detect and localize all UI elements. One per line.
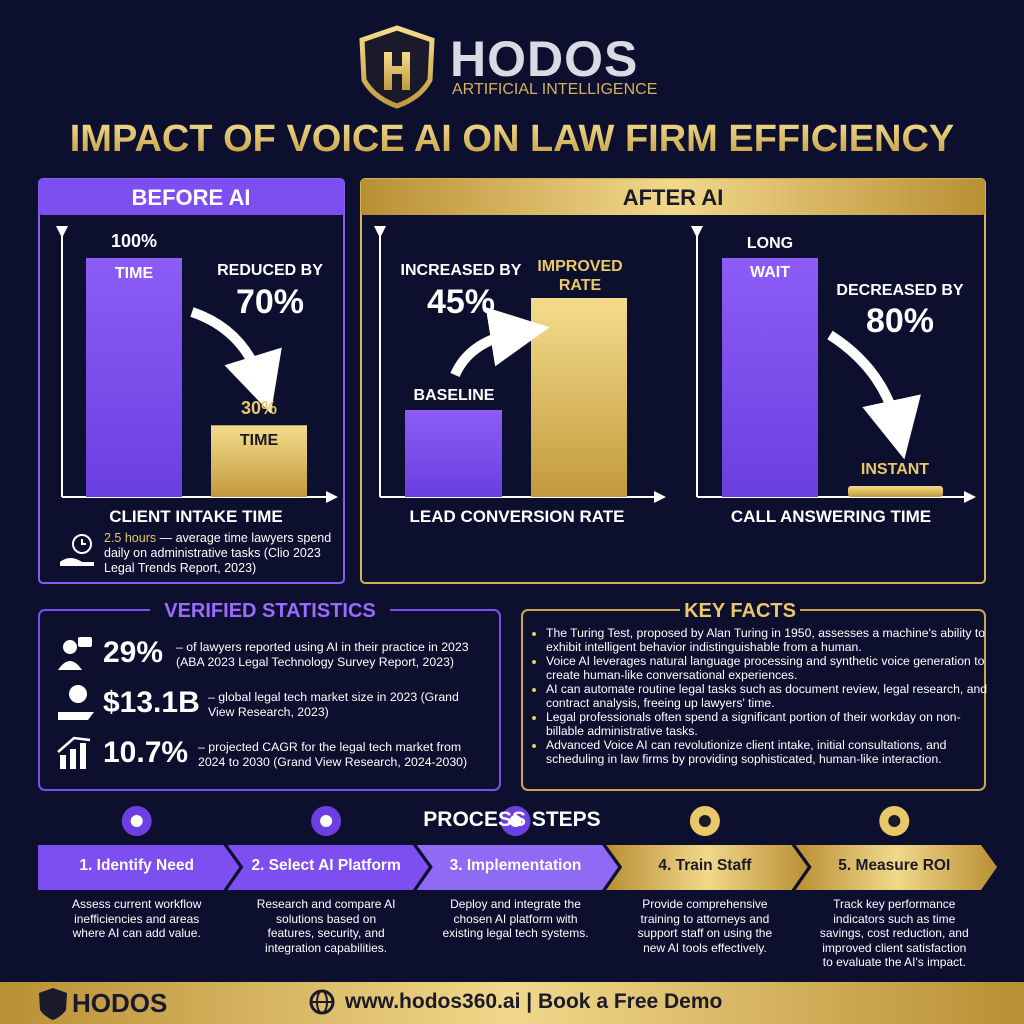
tagline: ARTIFICIAL INTELLIGENCE: [452, 81, 658, 98]
axis-label: CALL ANSWERING TIME: [730, 507, 932, 526]
globe-icon: [316, 990, 328, 1014]
step-chevron: [606, 845, 808, 890]
fact: The Turing Test, proposed by Alan Turing…: [546, 626, 996, 654]
step-title: 3. Implementation: [449, 857, 582, 874]
footer-brand: HODOS: [72, 988, 168, 1018]
improved-bar: [531, 298, 627, 497]
facts-list: The Turing Test, proposed by Alan Turing…: [530, 626, 996, 766]
logo-letter: [384, 52, 410, 90]
bar-value-label: 100%: [110, 231, 158, 251]
fact: Legal professionals often spend a signif…: [546, 710, 996, 738]
axis-label: LEAD CONVERSION RATE: [409, 507, 625, 526]
step-title: 1. Identify Need: [79, 857, 194, 874]
panel-heading: BEFORE AI: [131, 185, 251, 210]
footer-bar: [0, 982, 1024, 1024]
note-text: — average time lawyers spend daily on ad…: [104, 531, 332, 575]
step-icon-dot: [509, 815, 522, 827]
bar-label: BASELINE: [413, 387, 495, 404]
bar: [211, 425, 307, 497]
step-description: Provide comprehensive training to attorn…: [637, 897, 773, 955]
step-title: 5. Measure ROI: [838, 857, 951, 874]
step-chevron: [795, 845, 997, 890]
main-title: IMPACT OF VOICE AI ON LAW FIRM EFFICIENC…: [69, 118, 955, 160]
change-value: 80%: [865, 302, 935, 340]
change-label: REDUCED BY: [217, 262, 323, 279]
footer-logo: [39, 988, 67, 1020]
step-title: 2. Select AI Platform: [251, 857, 401, 874]
step-icon-dot: [130, 815, 143, 827]
step-icon-dot: [698, 815, 711, 827]
step-description: Research and compare AI solutions based …: [256, 897, 396, 955]
bar-label: TIME: [239, 432, 279, 450]
brand: HODOS: [450, 31, 639, 87]
stats-title-bg: [150, 600, 390, 622]
panel-heading: AFTER AI: [622, 185, 724, 210]
bar: [86, 258, 182, 497]
axis-label: CLIENT INTAKE TIME: [109, 507, 283, 526]
bar-label: TIME: [114, 265, 154, 282]
step-icon-dot: [888, 815, 901, 827]
process-title: PROCESS STEPS: [423, 808, 601, 831]
footer-cta[interactable]: www.hodos360.ai | Book a Free Demo: [345, 990, 723, 1013]
bar-label: LONG: [746, 235, 794, 252]
note: 2.5 hours — average time lawyers spend d…: [104, 531, 334, 576]
change-label: DECREASED BY: [836, 282, 964, 299]
note-icon: [60, 534, 94, 566]
after-header: [361, 179, 985, 215]
facts-title-bg: [680, 600, 800, 622]
step-chevron: [416, 845, 619, 890]
baseline-bar: [405, 410, 502, 497]
step-title: 4. Train Staff: [658, 857, 752, 874]
fact: AI can automate routine legal tasks such…: [546, 682, 996, 710]
instant-bar: [848, 486, 943, 497]
facts-title: KEY FACTS: [684, 600, 796, 622]
stat-text: – projected CAGR for the legal tech mark…: [198, 740, 468, 769]
arrow: [827, 330, 921, 460]
long-wait-bar: [722, 258, 818, 497]
step-description: Deploy and integrate the chosen AI platf…: [442, 897, 589, 940]
fact: Advanced Voice AI can revolutionize clie…: [546, 738, 996, 766]
bar-label: WAIT: [750, 264, 790, 281]
change-value: 70%: [235, 283, 305, 321]
stat-icons: [57, 637, 94, 769]
stat-value: 29%: [103, 636, 164, 669]
stats-title: VERIFIED STATISTICS: [164, 600, 376, 622]
step-chevron: [227, 845, 429, 890]
step-icon-dot: [320, 815, 333, 827]
bar-label: IMPROVED RATE: [537, 258, 623, 294]
note-highlight: 2.5 hours: [104, 531, 157, 545]
stat-text: – global legal tech market size in 2023 …: [208, 690, 459, 719]
change-label: INCREASED BY: [400, 262, 522, 279]
bar-value-label: 30%: [240, 398, 278, 419]
step-description: Track key performance indicators such as…: [819, 897, 969, 969]
stat-value: 10.7%: [103, 736, 189, 769]
arrow: [190, 307, 282, 414]
before-header: [39, 179, 344, 215]
stat-text: – of lawyers reported using AI in their …: [176, 640, 469, 669]
fact: Voice AI leverages natural language proc…: [546, 654, 996, 682]
arrow: [450, 307, 550, 378]
change-value: 45%: [426, 283, 496, 321]
bar-label: INSTANT: [860, 461, 930, 478]
step-chevron: [38, 845, 240, 890]
stat-value: $13.1B: [103, 686, 200, 719]
step-description: Assess current workflow inefficiencies a…: [72, 897, 202, 940]
